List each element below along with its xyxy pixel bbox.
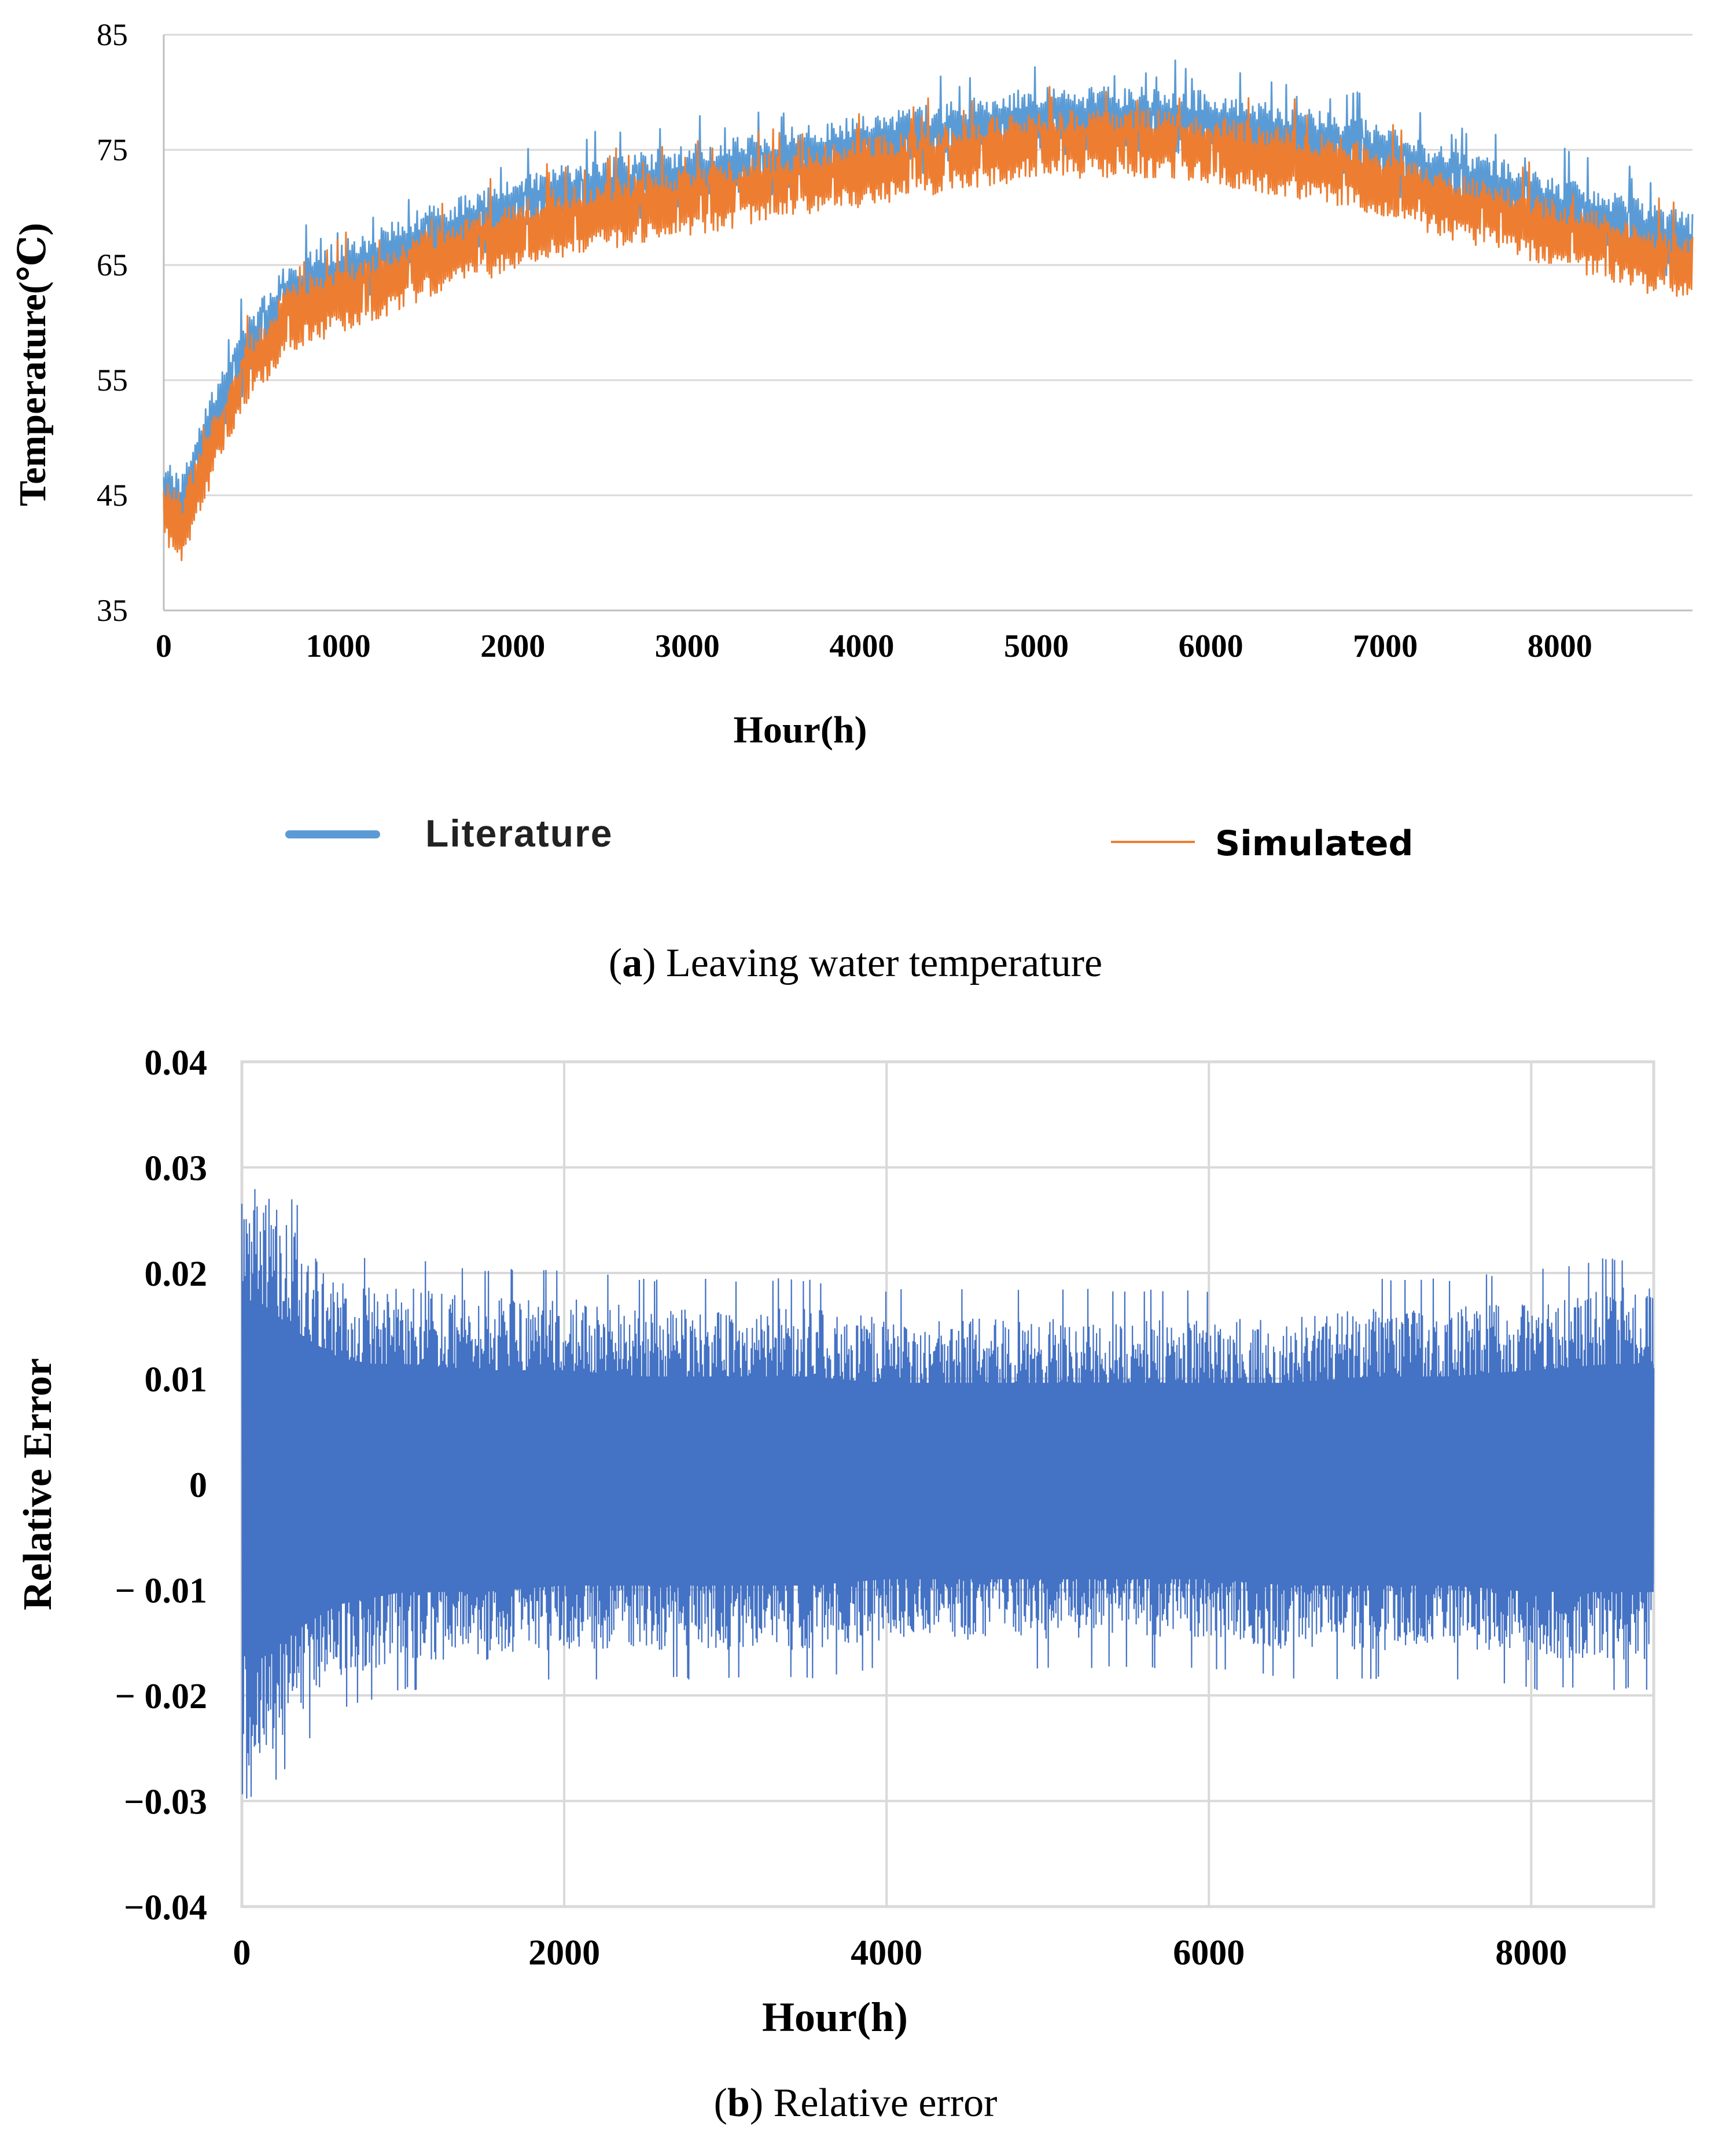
b-y-tick-label: 0.02 [145, 1254, 208, 1294]
temperature-chart-svg: 35 45 55 65 75 85 0 1000 2000 3000 4000 5000 6000 70… [12, 17, 1694, 864]
legend: Literature Simulated [285, 812, 1413, 864]
b-x-tick-label: 0 [233, 1933, 251, 1973]
panel-a-temperature-chart: 35 45 55 65 75 85 0 1000 2000 3000 4000 5000 6000 70… [0, 0, 1711, 995]
a-y-tick-label: 65 [97, 248, 128, 282]
caption-b: (b) Relative error [713, 2081, 998, 2125]
a-x-tick-label: 0 [156, 628, 172, 664]
b-y-tick-label: 0.03 [145, 1149, 208, 1189]
b-x-tick-label: 4000 [851, 1933, 922, 1973]
legend-simulated-label: Simulated [1215, 823, 1413, 864]
a-y-tick-labels: 35 45 55 65 75 85 [97, 17, 128, 628]
b-y-tick-label: 0.04 [145, 1043, 208, 1083]
a-x-axis-label: Hour(h) [734, 709, 867, 751]
b-series-group [241, 1189, 1655, 1799]
a-x-tick-label: 8000 [1528, 628, 1592, 664]
a-x-tick-label: 5000 [1004, 628, 1069, 664]
a-y-tick-label: 55 [97, 363, 128, 398]
a-x-tick-label: 7000 [1353, 628, 1418, 664]
a-x-tick-label: 2000 [480, 628, 545, 664]
b-y-tick-label: −0.03 [124, 1783, 207, 1822]
b-y-tick-labels: −0.04 −0.03 − 0.02 − 0.01 0 0.01 0.02 0.03 0.04 [115, 1043, 207, 1927]
b-x-tick-label: 8000 [1495, 1933, 1567, 1973]
a-y-tick-label: 35 [97, 593, 128, 628]
b-x-tick-label: 6000 [1173, 1933, 1245, 1973]
a-series-line-simulated [163, 86, 1694, 561]
b-y-tick-label: − 0.01 [115, 1572, 207, 1611]
a-x-tick-label: 4000 [829, 628, 894, 664]
caption-a-text: Leaving water temperature [656, 941, 1103, 985]
a-y-axis-label: Temperature(℃) [12, 223, 54, 506]
caption-a: (a) Leaving water temperature [608, 941, 1103, 985]
caption-b-letter: b [727, 2081, 750, 2125]
b-y-axis-label: Relative Error [16, 1358, 60, 1610]
b-y-tick-label: −0.04 [124, 1888, 207, 1927]
a-y-tick-label: 45 [97, 478, 128, 513]
b-y-tick-label: 0.01 [145, 1360, 208, 1400]
b-x-tick-label: 2000 [528, 1933, 600, 1973]
b-x-tick-labels: 0 2000 4000 6000 8000 [233, 1933, 1568, 1973]
a-x-tick-label: 3000 [655, 628, 720, 664]
panel-b-relative-error-chart: −0.04 −0.03− 0.02− 0.01 0 0.01 0.02 0.03 0.04 … [0, 995, 1711, 2156]
a-series-group [163, 59, 1694, 561]
caption-a-letter: a [622, 941, 643, 985]
a-y-tick-label: 85 [97, 17, 128, 52]
b-y-tick-label: 0 [189, 1466, 207, 1505]
a-x-tick-label: 6000 [1179, 628, 1243, 664]
a-y-tick-label: 75 [97, 133, 128, 167]
caption-b-text: Relative error [763, 2081, 998, 2125]
b-x-axis-label: Hour(h) [762, 1994, 908, 2040]
b-series-dense-band [242, 1300, 1654, 1661]
legend-literature-label: Literature [425, 812, 613, 855]
relative-error-chart-svg: −0.04−0.03− 0.02− 0.0100.010.020.030.04 … [16, 1043, 1655, 2040]
a-x-tick-label: 1000 [306, 628, 371, 664]
a-x-tick-labels: 0 1000 2000 3000 4000 5000 6000 7000 8000 [156, 628, 1592, 664]
b-y-tick-label: − 0.02 [115, 1677, 207, 1716]
